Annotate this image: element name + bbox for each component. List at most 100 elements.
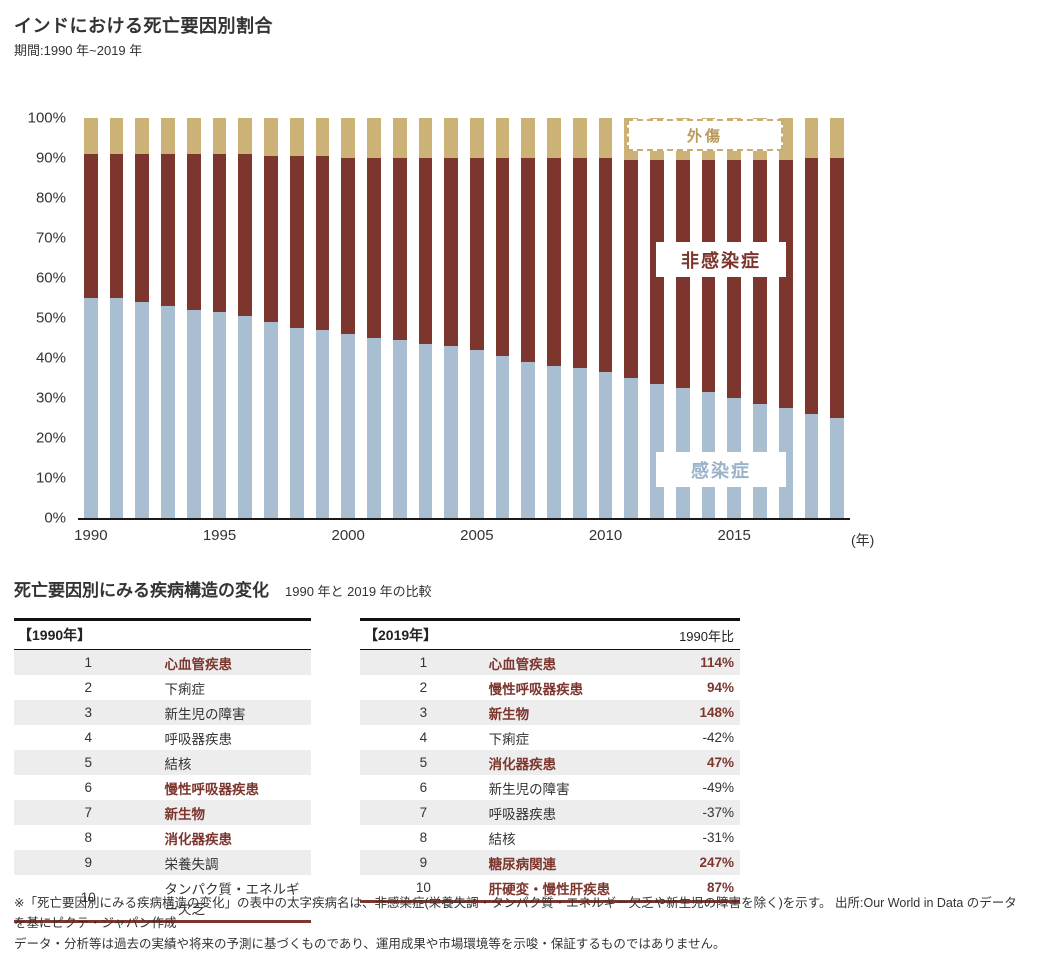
y-axis-label: 30% [35, 389, 66, 407]
bar-segment-injury [495, 118, 510, 158]
footnote-disclaimer: データ・分析等は過去の実績や将来の予測に基づくものであり、運用成果や市場環境等を… [14, 936, 726, 951]
y-axis-label: 90% [35, 149, 66, 167]
bar-segment-injury [367, 118, 381, 158]
disease-name-cell: 新生物 [164, 806, 206, 822]
table-1990-row: 1 心血管疾患 [14, 649, 311, 675]
rank-cell: 2 [84, 680, 92, 695]
bar-segment-ncd [804, 158, 819, 414]
bar-2005 [464, 118, 490, 518]
bar-1996 [232, 118, 258, 518]
bar-segment-injury [521, 118, 536, 158]
section2-title: 死亡要因別にみる疾病構造の変化 [14, 581, 269, 600]
bar-segment-infectious [650, 384, 664, 518]
bar-segment-ncd [598, 158, 613, 372]
disease-name-cell: 肝硬変・慢性肝疾患 [486, 875, 614, 903]
bar-segment-ncd [212, 154, 227, 312]
rank-cell: 3 [419, 705, 428, 720]
bar-segment-injury [109, 118, 124, 154]
bar-segment-infectious [470, 350, 484, 518]
y-axis-label: 60% [35, 269, 66, 287]
legend-injury-label: 外傷 [627, 119, 783, 151]
table-1990-title: 【1990年】 [14, 618, 311, 650]
footnotes: ※「死亡要因別にみる疾病構造の変化」の表中の太字疾病名は、非感染症(栄養失調・タ… [14, 893, 1028, 954]
table-1990-header-row: 【1990年】 [14, 618, 311, 650]
disease-name-cell: 消化器疾患 [164, 831, 233, 847]
bar-segment-infectious [315, 330, 330, 518]
disease-name-cell: 糖尿病関連 [488, 856, 557, 872]
x-axis-unit-label: (年) [851, 532, 875, 548]
bar-segment-injury [470, 118, 484, 158]
bar-segment-infectious [186, 310, 201, 518]
table-2019-row: 6 新生児の障害 -49% [360, 775, 740, 800]
bar-segment-injury [238, 118, 253, 154]
change-cell: 87% [613, 875, 740, 903]
bar-segment-ncd [418, 158, 433, 344]
y-axis-label: 80% [35, 189, 66, 207]
disease-name-cell: 新生児の障害 [164, 706, 246, 722]
bar-segment-injury [315, 118, 330, 156]
disease-name-cell: 消化器疾患 [488, 756, 557, 772]
rank-cell: 3 [84, 705, 92, 720]
change-cell: -42% [702, 730, 734, 745]
bar-segment-ncd [264, 156, 278, 322]
rank-cell: 1 [419, 655, 428, 670]
bar-1992 [129, 118, 155, 518]
y-axis-label: 0% [44, 509, 66, 527]
x-axis-label: 2000 [331, 527, 365, 544]
change-cell: -49% [702, 780, 734, 795]
y-axis-label: 40% [35, 349, 66, 367]
rank-cell: 8 [419, 830, 428, 845]
table-2019-row: 7 呼吸器疾患 -37% [360, 800, 740, 825]
rank-cell: 9 [84, 855, 92, 870]
rank-cell: 4 [84, 730, 92, 745]
bar-2007 [515, 118, 541, 518]
bar-segment-ncd [778, 160, 793, 408]
table-1990-row: 10 タンパク質・エネルギー欠乏 [14, 875, 311, 923]
rank-cell: 5 [419, 755, 428, 770]
bar-segment-ncd [109, 154, 124, 298]
bar-segment-ncd [624, 160, 639, 378]
bar-segment-infectious [624, 378, 639, 518]
x-axis-label: 2015 [717, 527, 751, 544]
rank-cell: 1 [84, 655, 92, 670]
bar-segment-injury [264, 118, 278, 156]
x-axis-label: 1990 [74, 527, 108, 544]
disease-name-cell: 下痢症 [488, 731, 530, 747]
bar-segment-infectious [84, 298, 98, 518]
bar-1999 [310, 118, 336, 518]
bar-segment-ncd [727, 160, 742, 398]
bar-segment-injury [341, 118, 356, 158]
bar-segment-ncd [444, 158, 459, 346]
change-cell: -31% [702, 830, 734, 845]
bar-segment-ncd [547, 158, 561, 366]
y-axis-label: 100% [27, 109, 66, 127]
bar-segment-ncd [84, 154, 98, 298]
table-2019-row: 9 糖尿病関連 247% [360, 850, 740, 875]
bar-1994 [181, 118, 207, 518]
rank-cell: 6 [419, 780, 428, 795]
bar-1998 [284, 118, 310, 518]
bar-segment-injury [161, 118, 175, 154]
x-axis-label: 2005 [460, 527, 494, 544]
disease-name-cell: タンパク質・エネルギー欠乏 [162, 875, 311, 923]
change-cell: 247% [699, 855, 734, 870]
bar-2000 [335, 118, 361, 518]
footnote-source: ※「死亡要因別にみる疾病構造の変化」の表中の太字疾病名は、非感染症(栄養失調・タ… [14, 896, 1017, 931]
change-cell: 114% [700, 655, 734, 670]
bar-segment-ncd [521, 158, 536, 362]
bar-segment-ncd [830, 158, 845, 418]
table-2019-row: 2 慢性呼吸器疾患 94% [360, 675, 740, 700]
bar-segment-infectious [212, 312, 227, 518]
y-axis-label: 70% [35, 229, 66, 247]
change-cell: -37% [702, 805, 734, 820]
rank-cell: 7 [84, 805, 92, 820]
bar-segment-injury [444, 118, 459, 158]
table-1990-row: 6 慢性呼吸器疾患 [14, 775, 311, 800]
disease-name-cell: 結核 [488, 831, 516, 847]
table-1990-row: 5 結核 [14, 750, 311, 775]
table-2019-row: 10 肝硬変・慢性肝疾患 87% [360, 875, 740, 903]
bar-1991 [104, 118, 130, 518]
bar-segment-injury [212, 118, 227, 154]
table-2019-row: 4 下痢症 -42% [360, 725, 740, 750]
